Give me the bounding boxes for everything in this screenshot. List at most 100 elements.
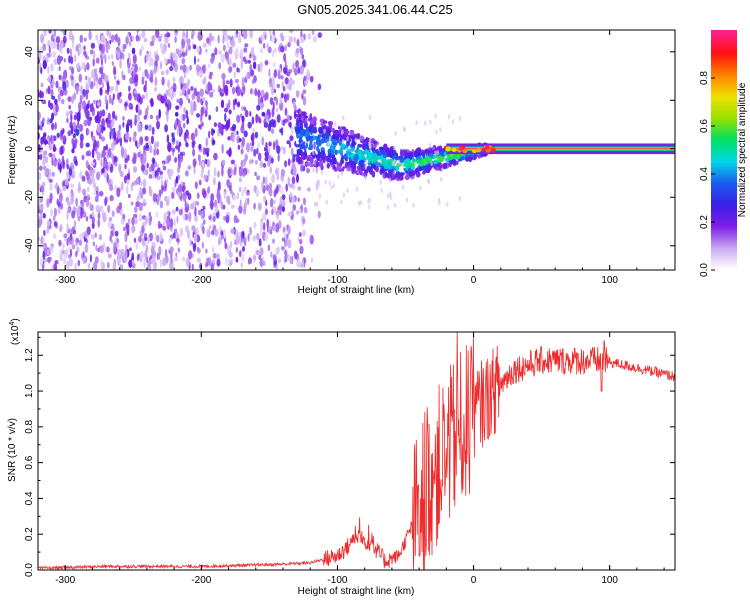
snr-y-label: SNR (10 * v/v) [7, 418, 18, 482]
spectrogram-cell [39, 257, 43, 267]
colorbar: 0.0 0.2 0.4 0.6 0.8 Normalized spectral ampl… [699, 30, 748, 277]
spectrogram-cell [172, 76, 176, 83]
spectrogram-cell [242, 86, 246, 91]
spectrogram-cell [182, 64, 187, 74]
spectrogram-cell [222, 229, 227, 234]
spectrogram-cell [117, 36, 121, 47]
spectrogram-cell [272, 101, 275, 111]
spectrogram-cell [312, 167, 315, 173]
spectrogram-cell [212, 252, 217, 259]
spectrogram-cell [75, 197, 78, 207]
colorbar-segment [711, 84, 737, 87]
spectrogram-cell [257, 142, 260, 149]
x-tick-label: 0 [471, 575, 477, 586]
spectrogram-cell [166, 134, 170, 144]
spectrogram-cell [451, 147, 457, 152]
spectrogram-cell [240, 148, 244, 155]
spectrogram-cell [208, 32, 213, 42]
spectrogram-cell [280, 92, 284, 99]
spectrogram-cell [221, 72, 226, 80]
spectrogram-cell [47, 85, 51, 95]
spectrogram-cell [72, 133, 77, 139]
spectrogram-cell [171, 192, 175, 199]
spectrogram-cell [59, 163, 62, 174]
spectrogram-cell [47, 65, 50, 75]
spectrogram-cell [110, 128, 114, 136]
spectrogram-cell [301, 258, 305, 269]
spectrogram-cell [295, 48, 300, 54]
spectrogram-cell [100, 259, 103, 269]
spectrogram-cell [289, 135, 294, 142]
spectrogram-cell [311, 127, 315, 133]
spectrogram-cell [122, 116, 125, 121]
spectrogram-cell [290, 126, 294, 137]
spectrogram-cell [356, 169, 360, 175]
spectrogram-cell [216, 190, 221, 201]
spectrogram-cell [74, 262, 77, 270]
spectrogram-cell [63, 249, 69, 258]
spectrogram-cell [50, 63, 54, 72]
spectrogram-cell [159, 42, 164, 50]
spectrogram-cell [131, 35, 135, 41]
spectrogram-cell [213, 177, 216, 186]
spectrogram-cell [297, 186, 302, 191]
spectrogram-cell [156, 148, 160, 156]
spectrogram-cell [135, 140, 138, 147]
spectrogram-cell [57, 201, 61, 208]
spectrogram-cell [430, 161, 433, 167]
spectrogram-cell [38, 171, 42, 181]
spectrogram-cell [262, 176, 266, 185]
spectrogram-cell [247, 197, 250, 205]
spectrogram-cell [200, 106, 204, 117]
spectrogram-cell [222, 78, 226, 88]
spectrogram-cell [256, 147, 259, 155]
spectrogram-cell [85, 150, 90, 157]
spectrogram-cell [416, 171, 421, 178]
spectrogram-cell [436, 150, 439, 155]
spectrogram-cell [71, 138, 75, 146]
colorbar-segment [711, 192, 737, 195]
spectrogram-cell [99, 66, 104, 74]
spectrogram-cell [162, 225, 167, 231]
spectrogram-cell [174, 30, 178, 33]
spectrogram-cell [88, 76, 92, 86]
spectrogram-cell [153, 148, 157, 156]
spectrogram-cell [66, 171, 69, 178]
spectrogram-cell [156, 199, 160, 206]
spectrogram-cell [141, 76, 145, 85]
spectrogram-cell [169, 218, 174, 228]
spectrogram-cell [234, 33, 237, 39]
spectrogram-cell [89, 49, 94, 55]
spectrogram-cell [280, 45, 285, 53]
spectrogram-cell [96, 192, 100, 198]
y-tick-label: 0 [24, 146, 35, 152]
spectrogram-cell [344, 157, 348, 162]
spectrogram-cell [38, 124, 41, 131]
spectrogram-cell [176, 238, 180, 243]
spectrogram-cell [142, 156, 147, 164]
spectrogram-cell [252, 90, 255, 95]
spectrogram-cell [405, 173, 410, 180]
spectrogram-cell [303, 206, 308, 214]
spectrogram-cell [211, 88, 215, 93]
spectrogram-cell [307, 154, 312, 161]
spectrogram-cell [112, 93, 115, 101]
spectrogram-cell [80, 208, 83, 219]
spectrogram-cell [169, 169, 173, 177]
spectrogram-cell [289, 183, 294, 188]
spectrogram-cell [260, 218, 264, 224]
colorbar-segment [711, 124, 737, 127]
spectrogram-cell [288, 142, 292, 148]
spectrogram-cell [176, 215, 179, 224]
spectrogram-cell [176, 128, 179, 136]
spectrogram-cell [396, 162, 402, 168]
spectrogram-cell [49, 192, 53, 201]
spectrogram-cell [269, 187, 273, 197]
spectrogram-cell [292, 100, 296, 110]
spectrogram-marks [38, 30, 675, 270]
spectrogram-cell [237, 144, 241, 150]
colorbar-segment [711, 232, 737, 235]
spectrogram-cell [272, 225, 277, 232]
spectrogram-cell [67, 207, 71, 214]
spectrogram-cell [115, 82, 119, 93]
